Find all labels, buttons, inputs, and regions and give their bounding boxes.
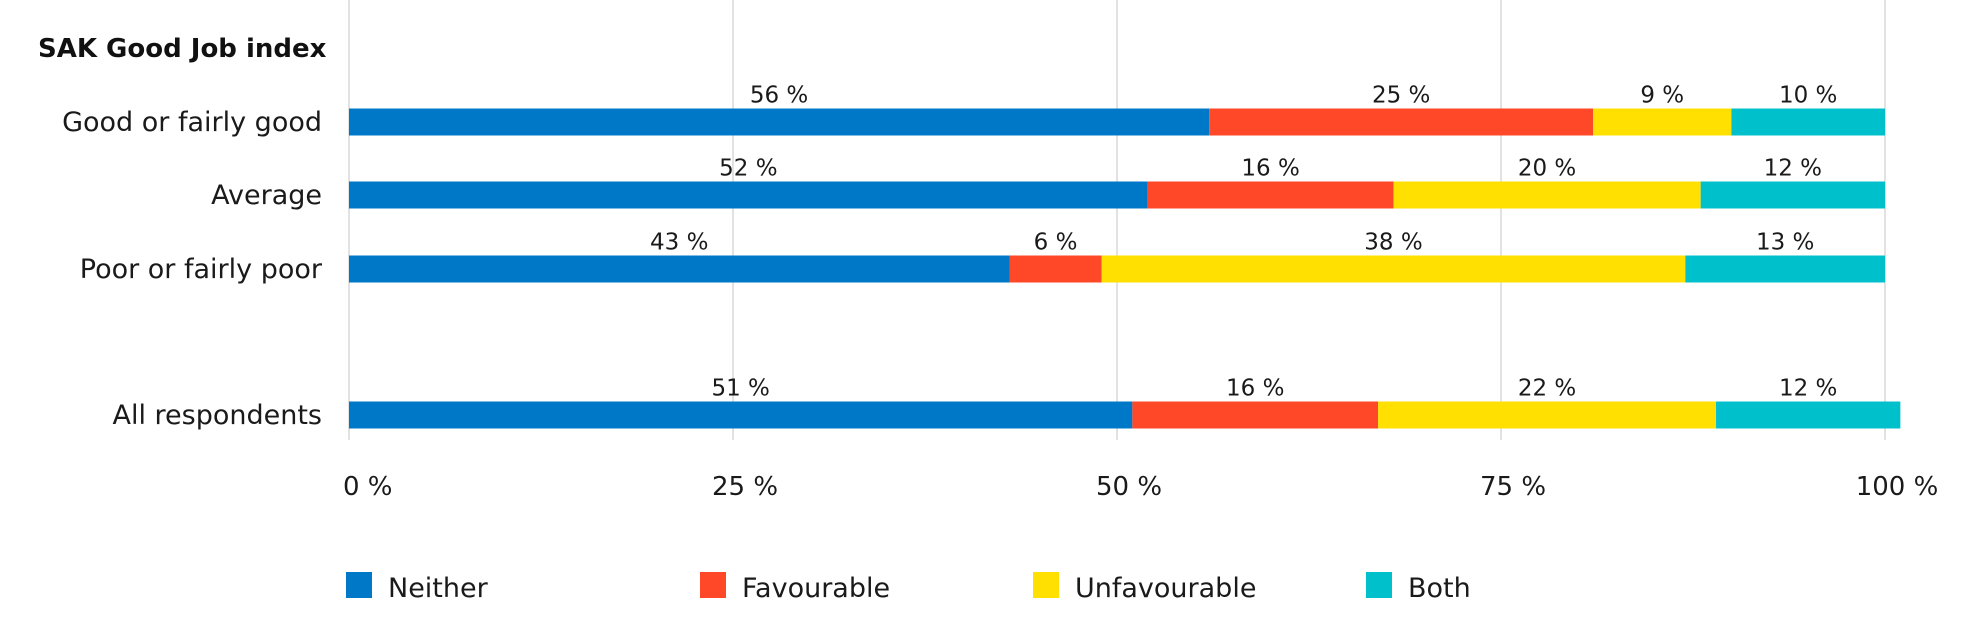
legend-label: Both	[1408, 573, 1471, 604]
data-label: 9 %	[1640, 83, 1684, 109]
data-label: 20 %	[1518, 156, 1576, 182]
bar-segment	[1132, 401, 1379, 429]
data-label: 25 %	[1372, 83, 1430, 109]
bar-segment	[1209, 108, 1594, 136]
data-label: 52 %	[719, 156, 777, 182]
category-label: Good or fairly good	[62, 107, 322, 138]
data-label: 43 %	[650, 230, 708, 256]
data-label: 10 %	[1779, 83, 1837, 109]
legend-swatch	[700, 572, 726, 598]
legend-label: Favourable	[742, 573, 890, 604]
bar-segment	[1685, 255, 1885, 283]
legend: Neither Favourable Unfavourable Both	[346, 572, 1471, 604]
data-label: 16 %	[1241, 156, 1299, 182]
bars	[349, 108, 1901, 429]
value-labels: 56 % 25 % 9 % 10 % 52 % 16 % 20 % 12 % 43 % 6 % 38…	[650, 83, 1837, 402]
x-tick-label: 25 %	[712, 472, 778, 502]
bar-segment	[1147, 181, 1394, 209]
data-label: 22 %	[1518, 376, 1576, 402]
x-tick-label: 100 %	[1856, 472, 1939, 502]
gridlines	[348, 0, 1886, 440]
bar-segment	[1731, 108, 1885, 136]
category-labels: Good or fairly good Average Poor or fairly…	[62, 107, 323, 431]
legend-item: Neither	[346, 572, 489, 604]
x-tick-label: 75 %	[1480, 472, 1546, 502]
legend-item: Unfavourable	[1033, 572, 1256, 604]
legend-item: Both	[1366, 572, 1471, 604]
data-label: 16 %	[1226, 376, 1284, 402]
bar-segment	[349, 401, 1133, 429]
x-axis-ticks: 0 % 25 % 50 % 75 % 100 %	[343, 472, 1938, 502]
data-label: 12 %	[1764, 156, 1822, 182]
group-title: SAK Good Job index	[38, 34, 327, 64]
legend-swatch	[1033, 572, 1059, 598]
x-tick-label: 0 %	[343, 472, 393, 502]
bar-segment	[1101, 255, 1686, 283]
category-label: All respondents	[112, 400, 322, 431]
legend-item: Favourable	[700, 572, 890, 604]
data-label: 6 %	[1034, 230, 1078, 256]
bar-segment	[349, 181, 1148, 209]
category-label: Average	[211, 180, 322, 211]
bar-segment	[1716, 401, 1901, 429]
bar-segment	[1393, 181, 1701, 209]
data-label: 13 %	[1756, 230, 1814, 256]
bar-segment	[1593, 108, 1732, 136]
bar-segment	[1009, 255, 1102, 283]
legend-label: Neither	[388, 573, 489, 604]
data-label: 51 %	[711, 376, 769, 402]
bar-segment	[349, 255, 1010, 283]
x-tick-label: 50 %	[1096, 472, 1162, 502]
bar-segment	[349, 108, 1210, 136]
legend-label: Unfavourable	[1075, 573, 1256, 604]
bar-segment	[1700, 181, 1885, 209]
data-label: 12 %	[1779, 376, 1837, 402]
legend-swatch	[346, 572, 372, 598]
category-label: Poor or fairly poor	[80, 254, 323, 285]
bar-segment	[1378, 401, 1717, 429]
data-label: 56 %	[750, 83, 808, 109]
legend-swatch	[1366, 572, 1392, 598]
data-label: 38 %	[1364, 230, 1422, 256]
